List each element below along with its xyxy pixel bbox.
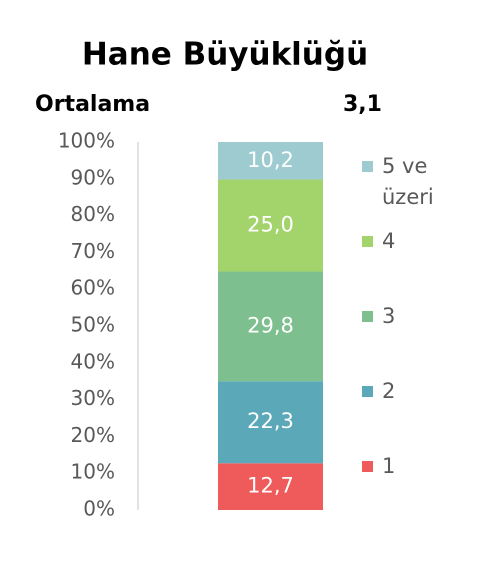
legend-label: 1 [382, 454, 396, 478]
legend-swatch [362, 461, 373, 472]
legend-swatch [362, 386, 373, 397]
bar-segment [218, 142, 323, 180]
chart-title: Hane Büyüklüğü [82, 37, 368, 73]
y-tick-label: 80% [71, 202, 115, 226]
average-label: Ortalama [35, 92, 150, 117]
bar-segment [218, 179, 323, 272]
value-label: 10,2 [247, 148, 294, 172]
y-tick-label: 60% [71, 276, 115, 300]
y-tick-label: 20% [71, 423, 115, 447]
legend-swatch [362, 311, 373, 322]
y-tick-label: 30% [71, 386, 115, 410]
legend-label: 3 [382, 304, 396, 328]
average-value: 3,1 [343, 92, 382, 117]
legend-label: 5 ve üzeri [382, 154, 434, 209]
value-label: 29,8 [247, 313, 294, 337]
y-tick-label: 50% [71, 313, 115, 337]
legend-label: 2 [382, 379, 396, 403]
y-tick-label: 90% [71, 165, 115, 189]
legend-swatch [362, 236, 373, 247]
value-label: 22,3 [247, 409, 294, 433]
bar-segment [218, 271, 323, 382]
bar-segment [218, 381, 323, 464]
y-tick-label: 100% [58, 129, 115, 153]
y-tick-label: 40% [71, 349, 115, 373]
bar-segment [218, 463, 323, 510]
y-tick-label: 10% [71, 460, 115, 484]
value-label: 25,0 [247, 213, 294, 237]
value-label: 12,7 [247, 474, 294, 498]
legend-swatch [362, 161, 373, 172]
y-tick-label: 70% [71, 239, 115, 263]
legend-label: 4 [382, 229, 396, 253]
y-tick-label: 0% [83, 497, 115, 521]
